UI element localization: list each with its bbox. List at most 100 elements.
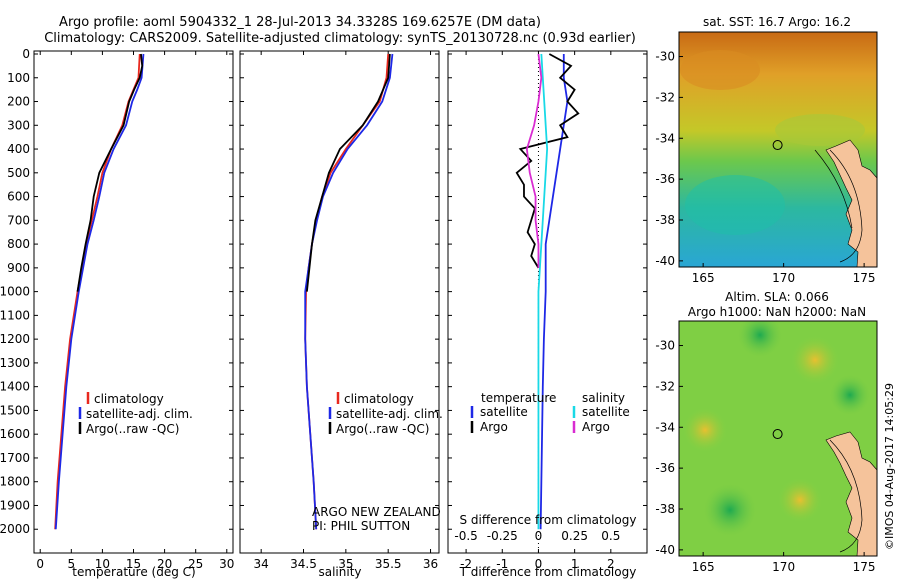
legend-label-climatology: climatology [94, 392, 164, 406]
y-tick-label: 1900 [0, 498, 30, 512]
salinity-annotation-1: ARGO NEW ZEALAND [312, 505, 441, 519]
series-line-satellite-adj-clim- [54, 53, 145, 530]
sla-high [791, 336, 839, 384]
y-tick-label: 900 [7, 261, 30, 275]
sla-high [778, 478, 822, 522]
x-tick-label: 36 [423, 557, 438, 571]
y-tick-label: 0 [22, 47, 30, 61]
y-tick-label: 1100 [0, 308, 30, 322]
header-line-1: Argo profile: aoml 5904332_1 28-Jul-2013… [59, 15, 541, 30]
difference-legend: temperature salinity satellite Argo sate… [470, 391, 630, 434]
legend-label-satellite: satellite-adj. clim. [86, 407, 193, 421]
sla-map-frame [678, 320, 878, 557]
legend-label-s-satellite: satellite [582, 405, 630, 419]
y-tick-label: 1600 [0, 427, 30, 441]
x-tick-label: 30 [219, 557, 234, 571]
x-tick-label: 10 [95, 557, 110, 571]
legend-label-t-argo: Argo [480, 420, 508, 434]
legend-title-temperature: temperature [481, 391, 556, 405]
y-tick-label: 500 [7, 166, 30, 180]
x-tick-label: 1 [571, 557, 579, 571]
sla-map-title: Altim. SLA: 0.066 [725, 290, 829, 304]
sla-map [679, 321, 877, 556]
argo-position-marker [772, 429, 783, 440]
sst-map-frame [678, 31, 878, 268]
series-line-s-satellite [537, 53, 549, 530]
difference-xlabel-top: S difference from climatology [460, 513, 637, 527]
salinity-legend: climatology satellite-adj. clim. Argo(..… [328, 392, 443, 436]
map-y-tick-label: -36 [655, 172, 675, 186]
x-tick-label-top: -0.25 [487, 529, 518, 543]
temperature-legend: climatology satellite-adj. clim. Argo(..… [78, 392, 193, 436]
sst-patch [680, 50, 760, 90]
sla-low [738, 321, 782, 357]
sla-map-axes: 165 170 175 -30 -32 -34 -36 -38 -40 [655, 339, 875, 574]
legend-title-salinity: salinity [582, 391, 625, 405]
map-x-tick-label: 170 [772, 560, 795, 574]
legend-label-argo: Argo(..raw -QC) [86, 422, 179, 436]
temperature-panel-frame [33, 50, 234, 554]
y-tick-label: 1700 [0, 451, 30, 465]
y-tick-label: 200 [7, 95, 30, 109]
x-tick-label: 35 [338, 557, 353, 571]
bathymetry-contour [814, 149, 853, 229]
y-tick-label: 1300 [0, 356, 30, 370]
x-tick-label-top: 0.5 [601, 529, 620, 543]
y-tick-label: 1200 [0, 332, 30, 346]
series-line-argo-raw-qc- [76, 53, 144, 292]
series-line-argo-raw-qc- [306, 53, 391, 292]
legend-label-argo: Argo(..raw -QC) [336, 422, 429, 436]
difference-panel-frame [447, 50, 648, 554]
x-tick-label: 34 [254, 557, 269, 571]
x-tick-label: 20 [157, 557, 172, 571]
map-y-tick-label: -32 [655, 90, 675, 104]
y-tick-label: 1800 [0, 475, 30, 489]
legend-label-t-satellite: satellite [480, 405, 528, 419]
map-x-tick-label: 165 [692, 271, 715, 285]
x-tick-label: 5 [67, 557, 75, 571]
bathymetry-contour [829, 149, 863, 263]
temperature-chart: 0 5 10 15 20 25 300100200300400500600700800900… [0, 47, 234, 571]
temperature-xlabel: temperature (deg C) [72, 565, 195, 579]
y-tick-label: 1500 [0, 403, 30, 417]
map-y-tick-label: -36 [655, 461, 675, 475]
legend-label-satellite: satellite-adj. clim. [336, 407, 443, 421]
map-y-tick-label: -38 [655, 213, 675, 227]
map-x-tick-label: 175 [853, 560, 876, 574]
difference-chart: -2 -1 0 1 2 -0.5 -0.25 0 0.25 0.5 [448, 51, 647, 571]
x-tick-label: 0 [36, 557, 44, 571]
y-tick-label: 1400 [0, 380, 30, 394]
y-tick-label: 600 [7, 190, 30, 204]
map-y-tick-label: -40 [655, 543, 675, 557]
new-zealand-landmass [825, 139, 877, 267]
map-y-tick-label: -30 [655, 339, 675, 353]
argo-position-marker [772, 140, 783, 151]
y-tick-label: 100 [7, 71, 30, 85]
y-tick-label: 800 [7, 237, 30, 251]
map-x-tick-label: 165 [692, 560, 715, 574]
sst-map [679, 32, 877, 267]
x-tick-label: -2 [460, 557, 472, 571]
y-tick-label: 700 [7, 213, 30, 227]
x-tick-label: 35.5 [375, 557, 402, 571]
x-tick-label: 0 [535, 557, 543, 571]
series-line-t-argo [515, 53, 580, 269]
salinity-panel-frame [239, 50, 440, 554]
y-tick-label: 2000 [0, 522, 30, 536]
map-y-tick-label: -30 [655, 50, 675, 64]
series-line-t-satellite [539, 54, 569, 530]
sst-map-title: sat. SST: 16.7 Argo: 16.2 [703, 15, 851, 29]
credit-text: ©IMOS 04-Aug-2017 14:05:29 [883, 383, 896, 550]
y-tick-label: 400 [7, 142, 30, 156]
legend-label-climatology: climatology [344, 392, 414, 406]
map-x-tick-label: 175 [853, 271, 876, 285]
x-tick-label: -1 [496, 557, 508, 571]
map-x-tick-label: 170 [772, 271, 795, 285]
map-y-tick-label: -40 [655, 254, 675, 268]
series-line-satellite-adj-clim- [304, 53, 394, 530]
bathymetry-contour [829, 439, 863, 553]
sla-low [830, 375, 870, 415]
salinity-annotation-2: PI: PHIL SUTTON [312, 519, 410, 533]
map-y-tick-label: -34 [655, 131, 675, 145]
